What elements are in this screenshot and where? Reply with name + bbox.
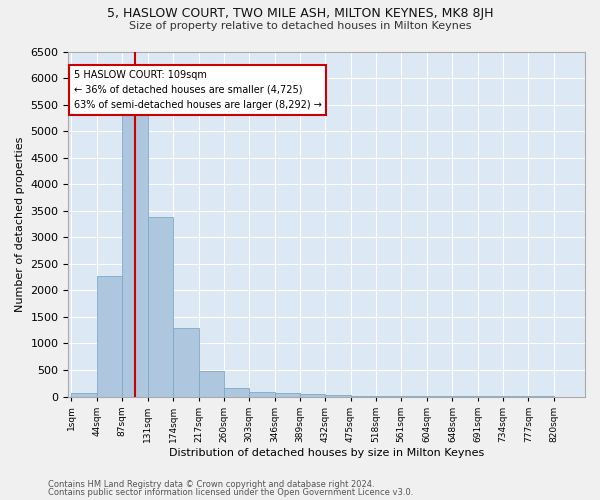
- X-axis label: Distribution of detached houses by size in Milton Keynes: Distribution of detached houses by size …: [169, 448, 484, 458]
- Bar: [148, 216, 173, 396]
- Text: Contains public sector information licensed under the Open Government Licence v3: Contains public sector information licen…: [48, 488, 413, 497]
- Bar: [275, 393, 300, 396]
- Bar: [97, 276, 122, 396]
- Bar: [173, 328, 199, 396]
- Bar: [199, 372, 224, 396]
- Bar: [224, 388, 249, 396]
- Text: 5, HASLOW COURT, TWO MILE ASH, MILTON KEYNES, MK8 8JH: 5, HASLOW COURT, TWO MILE ASH, MILTON KE…: [107, 8, 493, 20]
- Bar: [71, 393, 97, 396]
- Text: Contains HM Land Registry data © Crown copyright and database right 2024.: Contains HM Land Registry data © Crown c…: [48, 480, 374, 489]
- Text: Size of property relative to detached houses in Milton Keynes: Size of property relative to detached ho…: [129, 21, 471, 31]
- Bar: [122, 108, 148, 397]
- Bar: [249, 392, 275, 396]
- Y-axis label: Number of detached properties: Number of detached properties: [15, 136, 25, 312]
- Bar: [300, 394, 325, 396]
- Text: 5 HASLOW COURT: 109sqm
← 36% of detached houses are smaller (4,725)
63% of semi-: 5 HASLOW COURT: 109sqm ← 36% of detached…: [74, 70, 322, 110]
